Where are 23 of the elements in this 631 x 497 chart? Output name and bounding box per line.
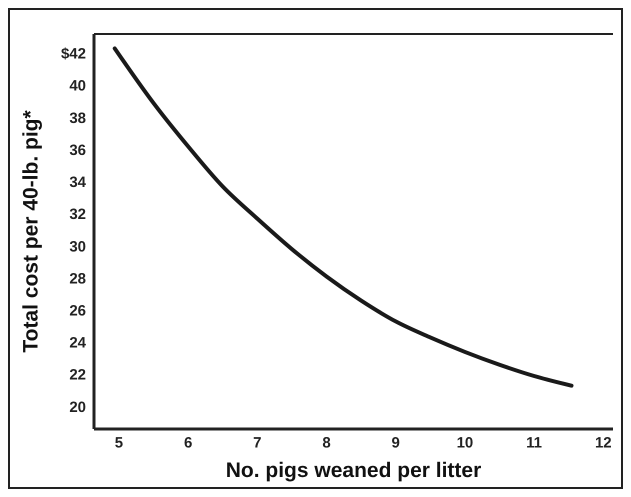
y-tick-label: 34	[69, 174, 87, 192]
y-tick-label: 20	[69, 398, 86, 416]
y-axis-title: Total cost per 40-lb. pig*	[19, 110, 42, 353]
line-series	[112, 46, 574, 388]
x-tick-label: 12	[594, 434, 612, 452]
y-tick-label: 28	[69, 270, 86, 288]
y-tick-label: 40	[69, 78, 86, 95]
x-axis-title: No. pigs weaned per litter	[226, 459, 482, 482]
y-tick-label: 22	[69, 366, 86, 384]
x-tick-label: 5	[114, 434, 124, 452]
x-tick-label: 9	[392, 434, 400, 452]
x-tick-label: 8	[322, 434, 331, 452]
x-tick-label: 7	[253, 434, 262, 452]
y-tick-label: 38	[69, 110, 86, 127]
y-tick-label: 24	[69, 334, 87, 352]
y-tick-label: 36	[69, 142, 86, 159]
y-tick-label: $42	[60, 46, 86, 63]
x-tick-label: 11	[526, 434, 542, 452]
y-tick-label: 30	[69, 238, 86, 256]
x-tick-label: 10	[456, 434, 474, 452]
y-tick-label: 32	[69, 206, 86, 224]
x-tick-label: 6	[184, 434, 192, 452]
y-tick-label: 26	[69, 302, 86, 320]
